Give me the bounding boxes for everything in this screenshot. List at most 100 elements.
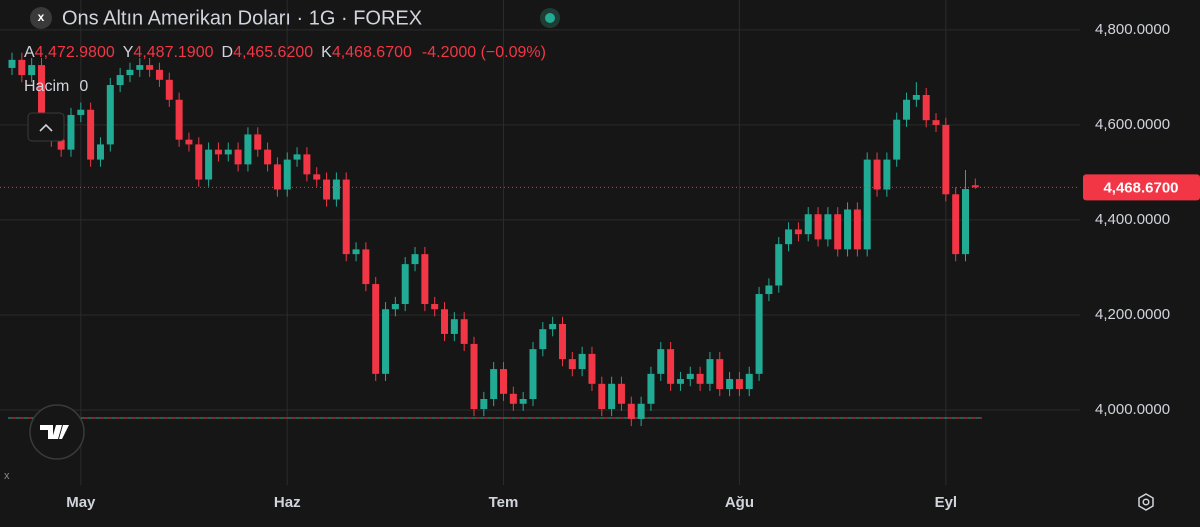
candle-body bbox=[863, 159, 871, 250]
ohlc-value: 4,487.1900 bbox=[133, 44, 213, 61]
candle-body bbox=[893, 119, 901, 160]
candle-body bbox=[391, 304, 399, 310]
ohlc-value: 4,472.9800 bbox=[35, 44, 115, 61]
y-tick-label: 4,800.0000 bbox=[1095, 21, 1170, 38]
candle-body bbox=[657, 349, 665, 374]
candle-body bbox=[332, 179, 340, 200]
market-status-dot bbox=[545, 13, 555, 23]
candle-body bbox=[853, 209, 861, 250]
candle-body bbox=[578, 353, 586, 370]
candle-body bbox=[647, 373, 655, 404]
candle-body bbox=[627, 403, 635, 419]
candle-body bbox=[480, 399, 488, 409]
collapse-button[interactable] bbox=[27, 112, 65, 142]
candle-body bbox=[676, 379, 684, 384]
candle-body bbox=[264, 149, 272, 165]
candle-body bbox=[500, 369, 507, 394]
symbol-icon[interactable] bbox=[30, 7, 52, 29]
legend-overlay: x Ons Altın Amerikan Doları · 1G · FOREX… bbox=[24, 7, 560, 142]
candle-body bbox=[460, 319, 468, 344]
candle-body bbox=[362, 249, 370, 285]
candle-body bbox=[588, 353, 596, 384]
candle-body bbox=[165, 79, 173, 100]
settings-hex[interactable] bbox=[1138, 493, 1154, 511]
candle-body bbox=[775, 244, 783, 286]
candle-body bbox=[57, 139, 65, 150]
candle-body bbox=[224, 149, 232, 155]
candle-body bbox=[273, 164, 281, 190]
candle-body bbox=[96, 144, 104, 160]
candle-body bbox=[8, 59, 16, 68]
candle-body bbox=[637, 403, 645, 419]
candle-body bbox=[735, 379, 743, 390]
candle-body bbox=[962, 189, 970, 255]
tv-logo[interactable] bbox=[29, 404, 85, 460]
candle-body bbox=[155, 69, 163, 80]
candle-body bbox=[932, 120, 940, 125]
candle-body bbox=[18, 59, 26, 76]
y-tick-label: 4,000.0000 bbox=[1095, 401, 1170, 418]
candle-body bbox=[283, 159, 291, 190]
candle-body bbox=[234, 149, 242, 165]
ohlc-value: 4,468.6700 bbox=[332, 44, 412, 61]
candle-body bbox=[411, 254, 419, 265]
candle-body bbox=[431, 304, 439, 310]
ohlc-line: A4,472.9800 Y4,487.1900 D4,465.6200 K4,468.… bbox=[24, 44, 546, 61]
candle-body bbox=[696, 373, 704, 384]
candle-body bbox=[509, 393, 517, 404]
last-price-box bbox=[1083, 174, 1200, 201]
candle-body bbox=[558, 323, 566, 360]
scroll-marker: x bbox=[4, 470, 10, 482]
settings-icon[interactable] bbox=[1138, 493, 1154, 511]
candle-body bbox=[244, 134, 252, 165]
plot-area bbox=[0, 0, 1080, 485]
candle-body bbox=[549, 323, 557, 330]
candle-body bbox=[293, 154, 301, 160]
candle-body bbox=[136, 65, 144, 70]
change-value: -4.2000 (−0.09%) bbox=[422, 44, 546, 61]
candle-body bbox=[942, 124, 950, 195]
last-price-label: 4,468.6700 bbox=[1103, 179, 1178, 196]
y-tick-label: 4,600.0000 bbox=[1095, 116, 1170, 133]
candle-body bbox=[195, 144, 203, 180]
y-tick-label: 4,200.0000 bbox=[1095, 306, 1170, 323]
candle-body bbox=[794, 229, 802, 235]
ohlc-prefix: K bbox=[321, 44, 332, 61]
ohlc-prefix: Y bbox=[123, 44, 134, 61]
volume-line: Hacim 0 bbox=[24, 78, 88, 95]
candle-body bbox=[490, 369, 498, 400]
candle-body bbox=[372, 284, 380, 374]
candle-body bbox=[667, 349, 675, 384]
candle-body bbox=[765, 285, 773, 295]
candle-body bbox=[617, 383, 625, 404]
chart-title: Ons Altın Amerikan Doları · 1G · FOREX bbox=[62, 7, 422, 29]
candle-body bbox=[441, 309, 449, 334]
candle-body bbox=[401, 264, 409, 305]
candle-body bbox=[126, 69, 134, 76]
candle-body bbox=[568, 359, 576, 370]
candle-body bbox=[834, 214, 842, 250]
candle-body bbox=[382, 309, 390, 374]
candle-body bbox=[323, 179, 331, 200]
settings-dot bbox=[1142, 498, 1150, 506]
candle-body bbox=[313, 174, 321, 180]
candle-body bbox=[67, 114, 75, 150]
candle-body bbox=[77, 109, 85, 115]
x-tick-label: Eyl bbox=[935, 494, 958, 511]
candle-body bbox=[450, 319, 458, 334]
x-tick-label: May bbox=[66, 494, 96, 511]
candle-body bbox=[87, 109, 95, 160]
ohlc-prefix: D bbox=[222, 44, 234, 61]
candle-body bbox=[303, 154, 311, 175]
candle-body bbox=[814, 214, 822, 240]
candle-body bbox=[175, 99, 183, 140]
candle-body bbox=[844, 209, 852, 250]
candle-body bbox=[539, 329, 547, 350]
candle-body bbox=[352, 249, 360, 255]
ohlc-value: 4,465.6200 bbox=[233, 44, 313, 61]
candle-body bbox=[529, 349, 537, 400]
candle-body bbox=[824, 214, 832, 240]
